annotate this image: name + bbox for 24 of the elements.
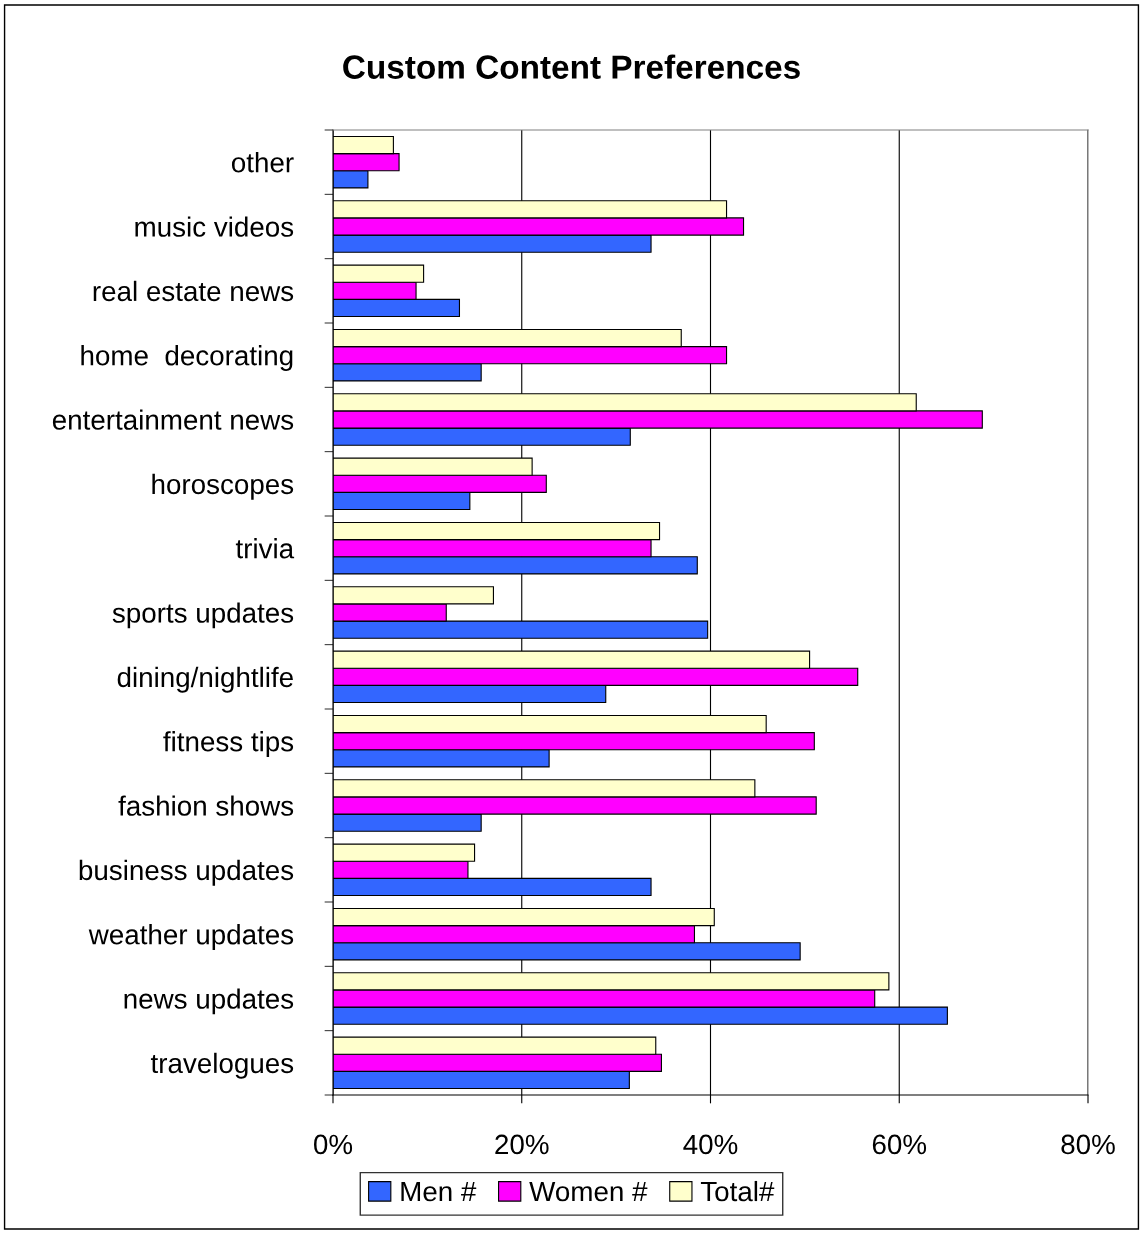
y-tick-label: business updates: [79, 859, 294, 886]
y-tick-label: horoscopes: [152, 473, 294, 500]
x-tick-label: 0%: [314, 1134, 353, 1155]
y-tick-label: entertainment news: [52, 409, 294, 430]
y-tick-label: dining/nightlife: [117, 666, 293, 693]
x-tick-label: 20%: [495, 1134, 549, 1155]
y-tick-label: other: [231, 152, 294, 173]
y-tick-label: sports updates: [112, 602, 294, 629]
y-tick-label: music videos: [135, 216, 294, 237]
chart-title: Custom Content Preferences: [343, 54, 800, 79]
y-tick-label: weather updates: [88, 924, 294, 950]
y-tick-label: real estate news: [93, 280, 294, 302]
legend-label: Total#: [700, 1180, 775, 1202]
x-tick-label: 60%: [872, 1134, 927, 1155]
legend-label: Men #: [401, 1181, 477, 1202]
x-tick-label: 40%: [683, 1134, 738, 1155]
x-tick-label: 80%: [1061, 1134, 1115, 1155]
legend-label: Women #: [529, 1181, 648, 1202]
y-tick-label: home decorating: [81, 345, 293, 371]
y-tick-label: trivia: [235, 538, 295, 559]
y-tick-label: news updates: [124, 988, 294, 1015]
y-tick-label: fashion shows: [118, 795, 294, 816]
y-tick-label: fitness tips: [163, 731, 294, 757]
y-tick-label: travelogues: [150, 1052, 294, 1079]
